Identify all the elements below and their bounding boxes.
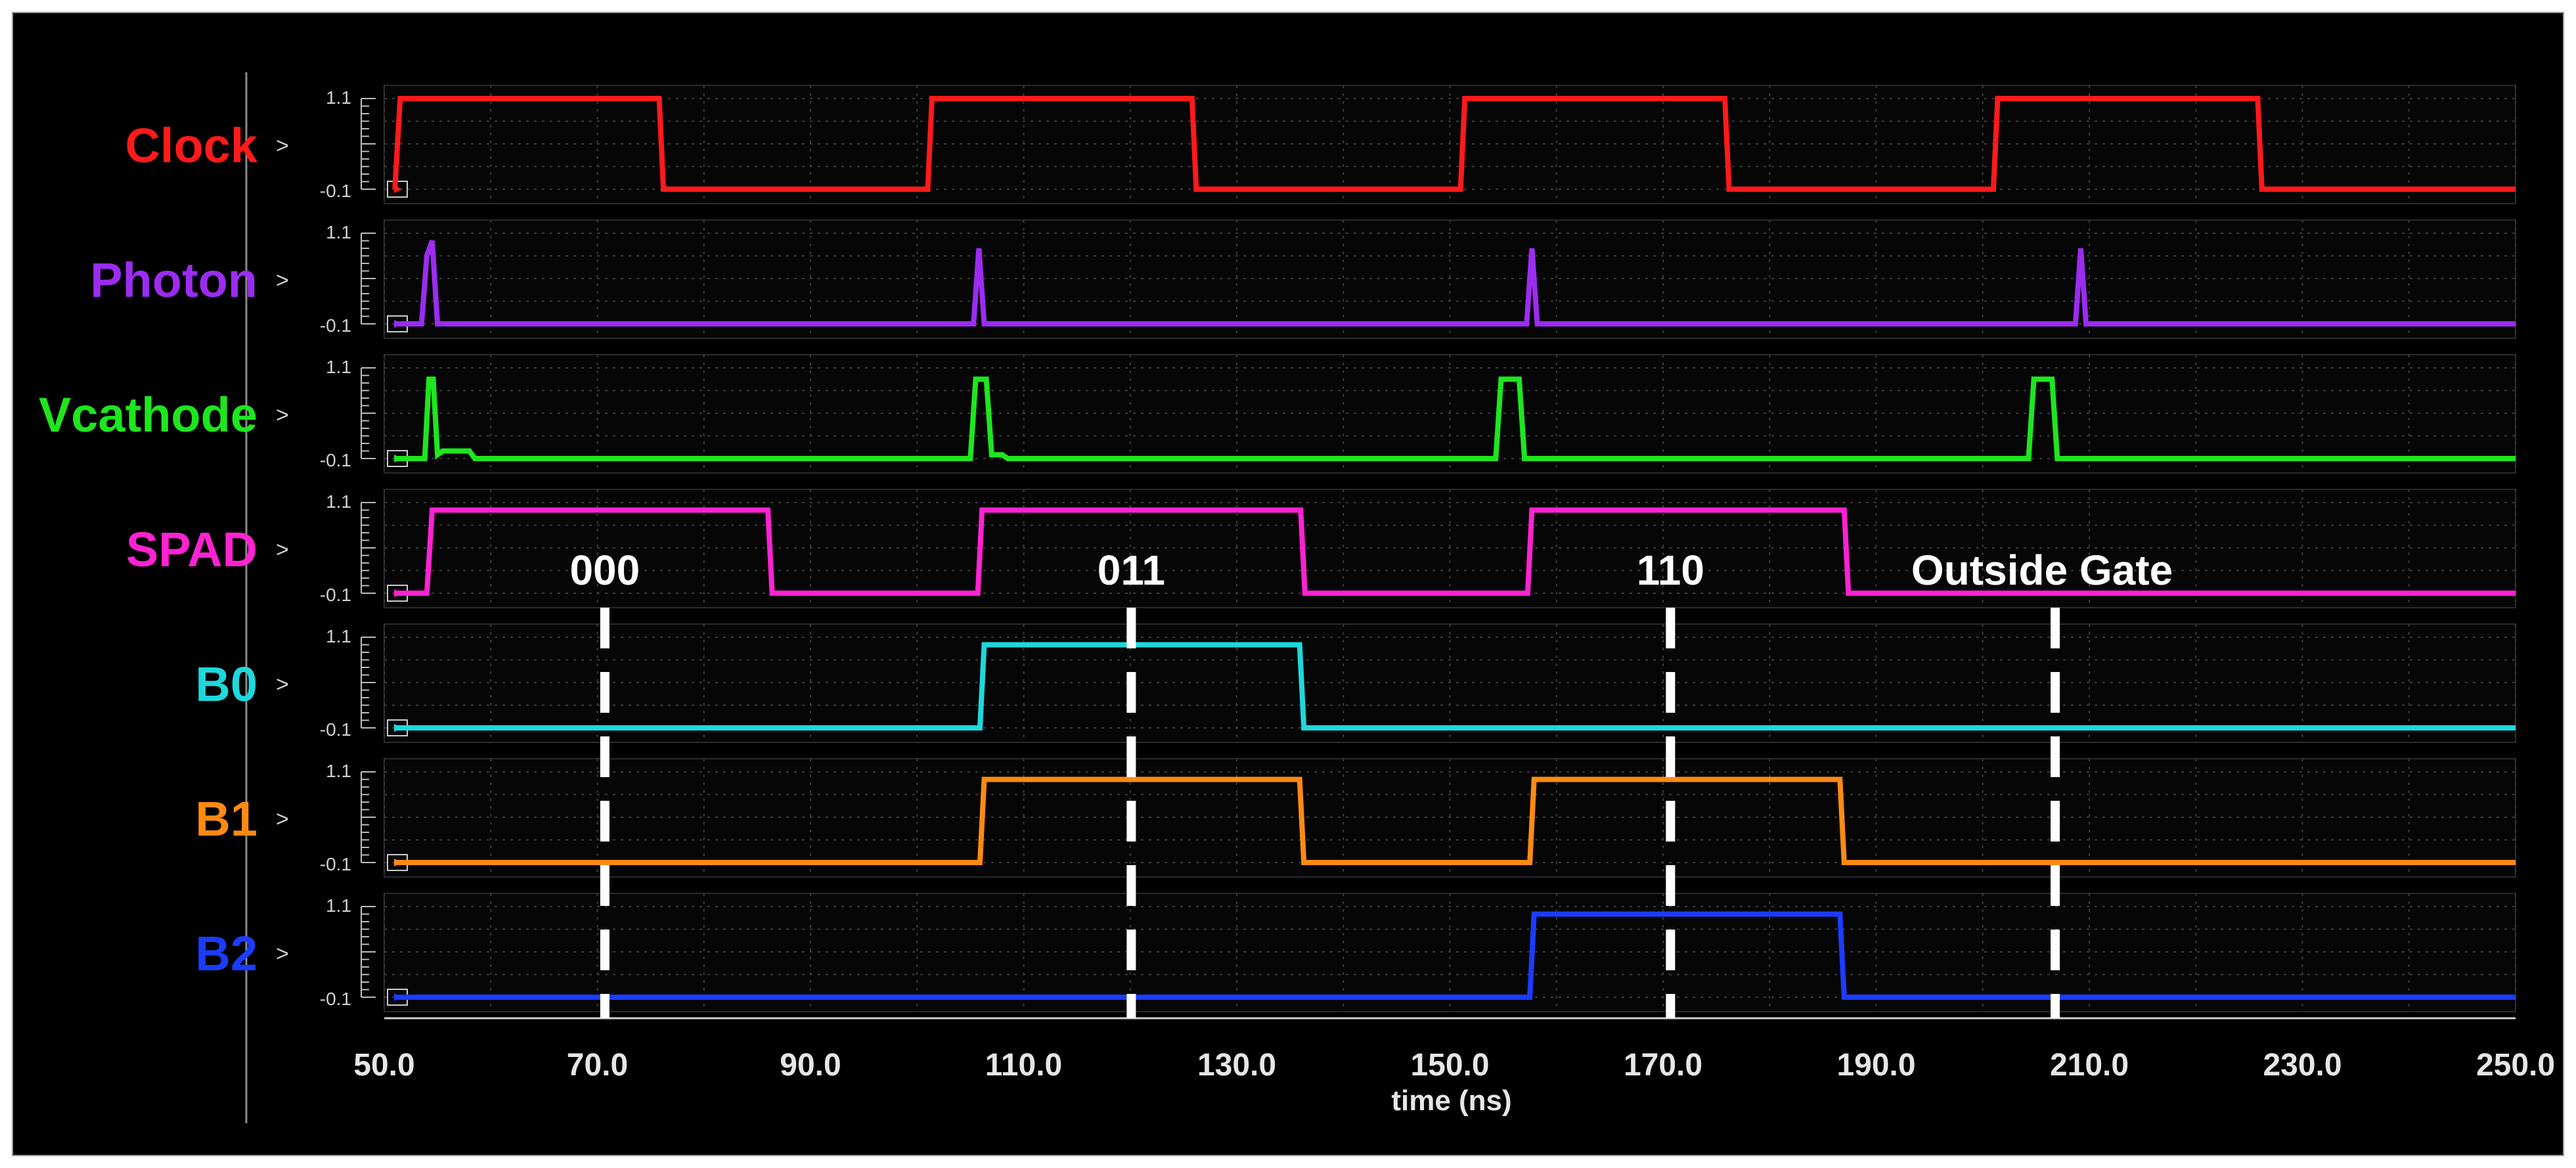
waveform-photon [395,240,2516,326]
series-label-clock: Clock [125,118,257,173]
y-unit-marker: > [276,537,289,562]
panel-vcathode: 1.1 -0.1 > Vcathode [39,354,2516,474]
x-tick-label: 130.0 [1197,1048,1276,1083]
time-markers: 000 011 110 Outside Gate [569,547,2173,1018]
waveform-chart: 1.1 -0.1 > Clock 1.1 -0.1 > Photon 1.1 -0.1 > Vcath… [39,72,2555,1123]
y-unit-marker: > [276,133,289,158]
waveform-clock [392,96,2516,192]
panel-b2: 1.1 -0.1 > B2 [195,893,2516,1012]
y-tick-label-top: 1.1 [326,87,351,108]
series-label-b2: B2 [195,926,257,981]
panel-spad: 1.1 -0.1 > SPAD [126,489,2516,608]
x-tick-label: 70.0 [567,1048,628,1083]
y-tick-label-bottom: -0.1 [320,315,351,336]
panel-b1: 1.1 -0.1 > B1 [195,758,2516,878]
series-label-spad: SPAD [126,522,257,577]
panel-photon: 1.1 -0.1 > Photon [90,219,2516,339]
y-unit-marker: > [276,403,289,428]
y-unit-marker: > [276,268,289,293]
y-tick-label-top: 1.1 [326,761,351,781]
y-tick-label-top: 1.1 [326,626,351,646]
x-tick-label: 170.0 [1624,1048,1702,1083]
series-label-b1: B1 [195,792,257,846]
waveform-viewer: 1.1 -0.1 > Clock 1.1 -0.1 > Photon 1.1 -0.1 > Vcath… [12,12,2564,1156]
y-tick-label-bottom: -0.1 [320,181,351,201]
y-tick-label-top: 1.1 [326,895,351,916]
series-label-vcathode: Vcathode [39,388,257,442]
x-tick-label: 210.0 [2050,1048,2129,1083]
y-tick-label-top: 1.1 [326,491,351,512]
y-unit-marker: > [276,807,289,832]
y-tick-label-bottom: -0.1 [320,585,351,605]
y-tick-label-bottom: -0.1 [320,719,351,740]
panel-clock: 1.1 -0.1 > Clock [125,85,2516,204]
state-annotation: Outside Gate [1911,547,2173,594]
series-label-photon: Photon [90,253,257,307]
waveform-b1 [395,776,2516,865]
x-tick-label: 110.0 [985,1048,1062,1083]
waveform-b0 [395,642,2516,730]
waveform-vcathode [395,376,2516,461]
y-tick-label-bottom: -0.1 [320,854,351,874]
waveform-b2 [395,911,2516,1000]
y-tick-label-top: 1.1 [326,222,351,242]
series-label-b0: B0 [195,657,257,711]
state-annotation: 011 [1098,547,1165,594]
y-unit-marker: > [276,672,289,697]
signal-panels: 1.1 -0.1 > Clock 1.1 -0.1 > Photon 1.1 -0.1 > Vcath… [39,72,2516,1123]
state-annotation: 110 [1637,547,1704,594]
x-tick-label: 50.0 [353,1048,414,1083]
x-tick-label: 250.0 [2476,1048,2555,1083]
state-annotation: 000 [569,547,640,594]
y-unit-marker: > [276,941,289,966]
x-axis: 50.0 70.0 90.0 110.0 130.0 150.0 170.0 190.0 210… [353,1017,2555,1083]
y-tick-label-top: 1.1 [326,357,351,377]
y-tick-label-bottom: -0.1 [320,989,351,1009]
x-axis-label: time (ns) [1391,1085,1511,1117]
x-tick-label: 190.0 [1836,1048,1915,1083]
x-tick-label: 230.0 [2263,1048,2342,1083]
y-tick-label-bottom: -0.1 [320,450,351,470]
x-tick-label: 150.0 [1410,1048,1489,1083]
waveform-spad [395,507,2516,596]
x-tick-label: 90.0 [780,1048,841,1083]
panel-b0: 1.1 -0.1 > B0 [195,623,2516,743]
